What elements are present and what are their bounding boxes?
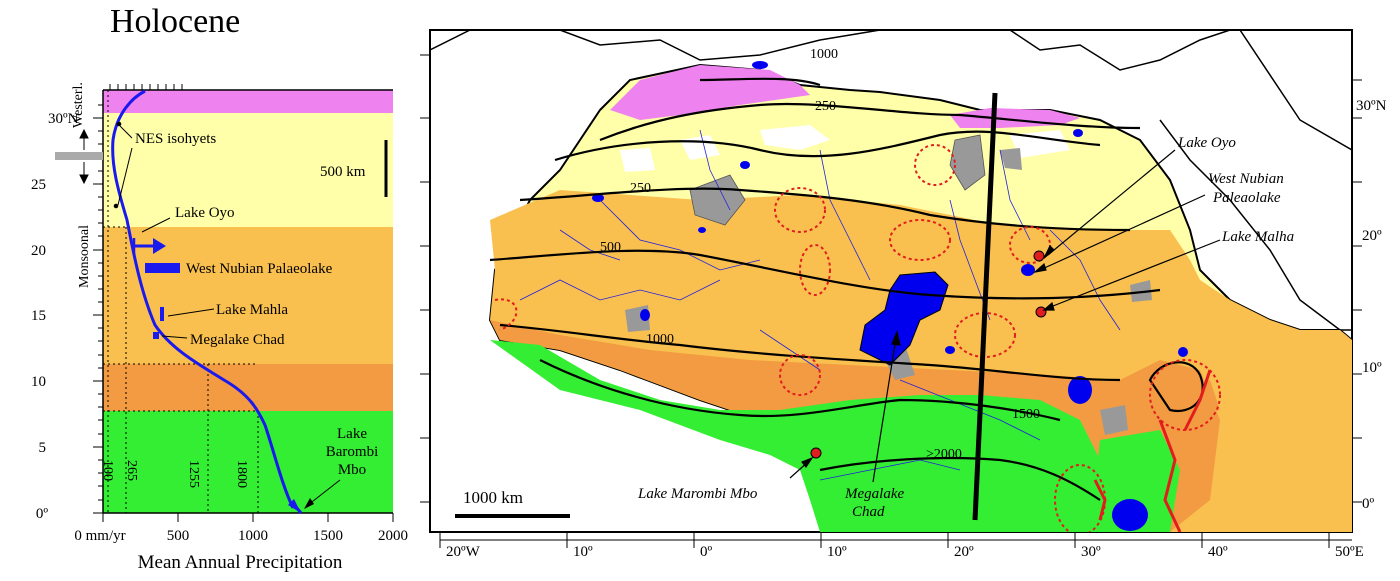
label-lake-mahla: Lake Mahla <box>216 302 288 318</box>
y-tick-20: 20 <box>31 243 46 259</box>
label-scale-500km: 500 km <box>320 164 366 180</box>
y-tick-15: 15 <box>31 308 46 324</box>
zone-humid-map <box>490 340 1100 532</box>
map-lat-0: 0º <box>1362 496 1375 512</box>
x-tick-2000: 2000 <box>378 528 408 544</box>
svg-text:1000: 1000 <box>646 332 674 347</box>
zone-dry <box>103 113 393 227</box>
map-lon-30e: 30º <box>1081 544 1101 560</box>
map-lon-40e: 40º <box>1208 544 1228 560</box>
svg-text:1500: 1500 <box>1012 407 1040 422</box>
isohyet-265: 265 <box>124 460 139 481</box>
top-ticks <box>109 84 183 90</box>
map-isohyet-labels: 1000 250 250 500 1000 1500 >2000 <box>600 47 1040 462</box>
svg-text:1000: 1000 <box>810 47 838 62</box>
svg-text:250: 250 <box>630 181 651 196</box>
isohyet-1800: 1800 <box>234 460 249 488</box>
y-tick-labels: 30ºN 25 20 15 10 5 0º <box>31 111 79 522</box>
isohyet-1255: 1255 <box>186 460 201 488</box>
label-megalake-chad: Megalake Chad <box>190 332 285 348</box>
label-westerlies: Westerl. <box>71 82 86 128</box>
map-lon-10w: 10º <box>573 544 593 560</box>
zone-sub-humid <box>103 364 393 411</box>
map-label-megalake-1: Megalake <box>844 486 904 502</box>
x-tick-0: 0 mm/yr <box>74 528 125 544</box>
x-tick-1500: 1500 <box>313 528 343 544</box>
map-lon-0: 0º <box>700 544 713 560</box>
map-lat-30: 30ºN <box>1356 98 1387 114</box>
boundary-arrows <box>79 128 89 185</box>
lake-oyo-arrow <box>132 238 166 254</box>
megalake-chad-marker <box>153 332 159 339</box>
x-axis-label: Mean Annual Precipitation <box>138 552 343 573</box>
map-label-lake-oyo: Lake Oyo <box>1177 135 1236 151</box>
map-lon-50e: 50ºE <box>1335 544 1364 560</box>
figure-title: Holocene <box>110 3 240 40</box>
blue-lakes <box>592 61 1188 531</box>
zone-semi-arid <box>103 227 393 364</box>
nes-pointers <box>113 121 133 209</box>
lake-mahla-bar <box>160 307 164 321</box>
y-ticks <box>93 104 103 514</box>
svg-text:>2000: >2000 <box>926 447 962 462</box>
svg-text:Mbo: Mbo <box>338 462 366 478</box>
svg-text:Lake: Lake <box>337 426 367 442</box>
map-label-megalake-2: Chad <box>852 504 885 520</box>
map-lon-labels: 20ºW 10º 0º 10º 20º 30º 40º 50ºE <box>446 544 1364 560</box>
x-tick-500: 500 <box>167 528 190 544</box>
label-west-nubian: West Nubian Palaeolake <box>186 261 333 277</box>
rift-faults <box>1093 369 1212 532</box>
map-lon-20w: 20ºW <box>446 544 481 560</box>
isohyet-guides <box>103 90 259 513</box>
transect-line <box>972 92 998 521</box>
x-tick-1000: 1000 <box>238 528 268 544</box>
map-lon-ticks <box>439 532 1330 548</box>
precipitation-zones <box>103 90 393 513</box>
svg-text:500: 500 <box>600 240 621 255</box>
map-panel: 30ºN 20º 10º 0º 20ºW 10º 0º 10º 20º 30º … <box>420 29 1387 560</box>
europe-coast <box>430 30 881 61</box>
map-label-west-nubian-2: Paleaolake <box>1212 190 1281 206</box>
map-label-west-nubian-1: West Nubian <box>1208 171 1284 187</box>
y-tick-30: 30ºN <box>48 111 79 127</box>
label-monsoonal: Monsoonal <box>77 225 92 288</box>
isohyet-lines <box>489 77 1204 501</box>
isohyet-100: 100 <box>100 460 115 481</box>
map-lon-20e: 20º <box>954 544 974 560</box>
precipitation-curve <box>111 89 295 509</box>
x-tick-labels: 0 mm/yr 500 1000 1500 2000 <box>74 528 408 544</box>
map-lat-ticks <box>420 54 1362 503</box>
map-lat-10: 10º <box>1362 360 1382 376</box>
x-ticks <box>102 513 394 522</box>
label-scale-1000km: 1000 km <box>463 488 523 507</box>
zone-westerlies <box>103 90 393 113</box>
y-tick-5: 5 <box>39 440 47 456</box>
boundary-marker <box>55 152 103 160</box>
svg-text:250: 250 <box>815 99 836 114</box>
map-label-lake-malha: Lake Malha <box>1221 229 1294 245</box>
map-site-labels: Lake Oyo West Nubian Paleaolake Lake Mal… <box>637 135 1294 520</box>
map-label-lake-marombi: Lake Marombi Mbo <box>637 486 758 502</box>
map-lat-labels: 30ºN 20º 10º 0º <box>1356 98 1387 512</box>
y-tick-0: 0º <box>36 506 49 522</box>
map-leader-lines <box>789 149 1221 483</box>
map-lat-20: 20º <box>1362 228 1382 244</box>
west-nubian-bar <box>145 263 180 273</box>
label-lake-oyo: Lake Oyo <box>175 205 235 221</box>
map-lon-10e: 10º <box>827 544 847 560</box>
svg-text:Barombi: Barombi <box>326 444 379 460</box>
label-nes-isohyets: NES isohyets <box>135 131 216 147</box>
isohyet-values: 100 265 1255 1800 <box>100 460 249 488</box>
y-tick-10: 10 <box>31 374 46 390</box>
label-lake-barombi: Lake Barombi Mbo <box>326 426 379 478</box>
y-tick-25: 25 <box>31 177 46 193</box>
site-markers <box>810 250 1047 459</box>
zone-humid <box>103 411 393 513</box>
